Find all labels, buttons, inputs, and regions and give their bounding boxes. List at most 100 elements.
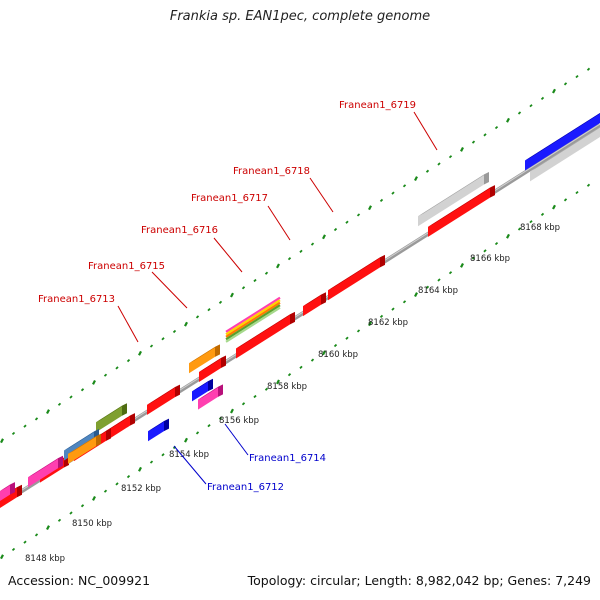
track-tick bbox=[402, 184, 407, 188]
callout-line bbox=[213, 237, 243, 273]
feature-box-top bbox=[199, 355, 226, 372]
track-tick bbox=[586, 183, 591, 187]
track-tick bbox=[230, 292, 234, 298]
inner-tick-track bbox=[0, 183, 591, 560]
map-title: Frankia sp. EAN1pec, complete genome bbox=[169, 9, 431, 24]
feature-box bbox=[68, 436, 96, 464]
gene-label-reverse: Franean1_6714 bbox=[249, 453, 326, 464]
feature-box-side bbox=[321, 292, 326, 305]
track-tick bbox=[80, 504, 85, 508]
track-tick bbox=[23, 424, 27, 428]
feature-box bbox=[530, 127, 600, 182]
feature-box-side bbox=[164, 418, 169, 432]
callout-line bbox=[413, 111, 438, 151]
gene-label-reverse: Franean1_6712 bbox=[207, 482, 284, 493]
track-tick bbox=[494, 125, 499, 130]
tick-label: 8162 kbp bbox=[368, 318, 408, 328]
callout-line bbox=[224, 423, 249, 456]
track-tick bbox=[368, 205, 372, 211]
track-tick bbox=[391, 307, 395, 311]
feature-box bbox=[525, 113, 600, 171]
feature-box-side bbox=[175, 384, 180, 398]
track-tick bbox=[218, 300, 223, 304]
track-tick bbox=[23, 540, 27, 544]
track-tick bbox=[138, 466, 142, 472]
track-tick bbox=[379, 198, 384, 202]
feature-box-side bbox=[380, 254, 385, 268]
track-tick bbox=[345, 220, 349, 224]
track-tick bbox=[563, 82, 568, 86]
track-tick bbox=[103, 373, 108, 377]
kbp-tick-labels: 8148 kbp 8150 kbp 8152 kbp 8154 kbp 8156 kbp… bbox=[25, 223, 560, 564]
feature-box bbox=[198, 386, 218, 410]
track-tick bbox=[437, 278, 441, 282]
track-tick bbox=[126, 359, 131, 363]
track-tick bbox=[57, 402, 62, 406]
track-tick bbox=[448, 271, 453, 275]
track-tick bbox=[287, 373, 292, 377]
feature-box-top bbox=[147, 384, 180, 405]
track-tick bbox=[11, 431, 16, 436]
track-tick bbox=[345, 336, 349, 340]
track-tick bbox=[172, 329, 177, 334]
track-tick bbox=[264, 387, 269, 391]
track-tick bbox=[540, 212, 545, 217]
feature-box bbox=[189, 346, 215, 374]
feature-box bbox=[0, 484, 10, 501]
track-tick bbox=[356, 329, 361, 333]
track-tick bbox=[471, 140, 476, 144]
track-tick bbox=[391, 191, 395, 195]
track-tick bbox=[149, 344, 154, 348]
callout-line bbox=[117, 305, 139, 343]
track-tick bbox=[575, 74, 579, 79]
genome-summary-text: Topology: circular; Length: 8,982,042 bp… bbox=[247, 573, 591, 588]
track-tick bbox=[402, 300, 407, 304]
track-tick bbox=[80, 388, 85, 392]
feature-box-top bbox=[530, 127, 600, 172]
track-tick bbox=[149, 460, 154, 464]
track-tick bbox=[0, 554, 4, 560]
track-tick bbox=[425, 285, 430, 289]
track-tick bbox=[218, 416, 223, 420]
track-tick bbox=[115, 482, 119, 486]
feature-box bbox=[96, 405, 122, 433]
track-tick bbox=[230, 408, 234, 414]
feature-box-top bbox=[64, 428, 99, 451]
feature-box-top bbox=[28, 455, 63, 478]
track-tick bbox=[161, 337, 165, 341]
gene-label-forward: Franean1_6717 bbox=[191, 193, 268, 204]
track-tick bbox=[34, 417, 39, 421]
tick-label: 8150 kbp bbox=[72, 519, 112, 529]
callout-line bbox=[173, 445, 207, 485]
track-tick bbox=[356, 213, 361, 217]
feature-box-top bbox=[192, 378, 213, 392]
track-tick bbox=[241, 286, 246, 290]
feature-box-side bbox=[208, 378, 213, 392]
feature-box bbox=[428, 187, 490, 237]
track-tick bbox=[322, 350, 326, 356]
track-tick bbox=[34, 533, 39, 537]
feature-stripe bbox=[225, 306, 281, 343]
track-tick bbox=[57, 518, 62, 522]
track-tick bbox=[368, 321, 372, 327]
feature-track bbox=[0, 113, 600, 508]
feature-box-top bbox=[303, 292, 326, 307]
tick-label: 8154 kbp bbox=[169, 450, 209, 460]
track-tick bbox=[276, 263, 280, 269]
track-tick bbox=[253, 278, 257, 283]
feature-box-side bbox=[10, 482, 15, 495]
feature-box-side bbox=[490, 185, 495, 198]
tick-label: 8156 kbp bbox=[219, 416, 259, 426]
track-tick bbox=[552, 204, 556, 210]
feature-box bbox=[147, 387, 175, 415]
track-tick bbox=[46, 525, 50, 531]
track-tick bbox=[414, 292, 418, 297]
feature-stripe bbox=[225, 299, 281, 336]
feature-box-top bbox=[198, 384, 223, 400]
gene-label-forward: Franean1_6713 bbox=[38, 294, 115, 305]
feature-box bbox=[328, 257, 380, 301]
feature-box-top bbox=[418, 171, 489, 217]
track-tick bbox=[287, 257, 292, 261]
callout-line bbox=[151, 271, 188, 309]
track-tick bbox=[241, 402, 246, 406]
